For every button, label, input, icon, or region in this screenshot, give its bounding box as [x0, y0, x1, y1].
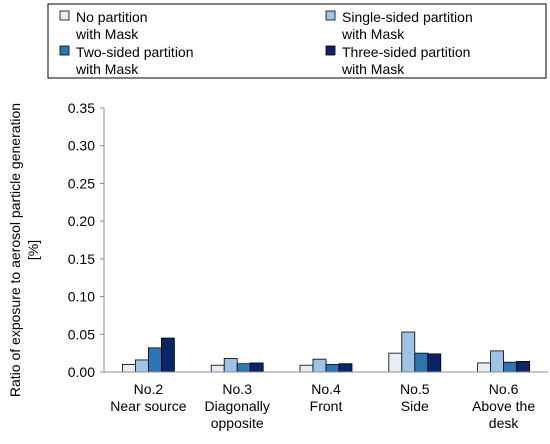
legend-swatch-3 — [59, 45, 70, 56]
bar-series-1-cat-2 — [210, 364, 225, 373]
y-tick-label: 0.10 — [68, 289, 95, 305]
legend-label-2: Single-sided partition with Mask — [341, 9, 473, 42]
y-tick-label: 0.25 — [68, 175, 95, 191]
bar-series-4-cat-1 — [160, 337, 175, 373]
y-axis-label: Ratio of exposure to aerosol particle ge… — [7, 103, 41, 397]
y-tick-label: 0.35 — [68, 100, 95, 116]
legend-label-4: Three-sided partition with Mask — [341, 44, 470, 77]
x-tick-label-5: No.6 Above the desk — [472, 381, 535, 431]
x-tick-label-3: No.4 Front — [310, 381, 343, 414]
y-tick-label: 0.20 — [68, 213, 95, 229]
bar-series-2-cat-5 — [490, 350, 505, 373]
legend-box — [47, 3, 547, 79]
legend-swatch-1 — [59, 10, 70, 21]
bar-series-4-cat-4 — [427, 353, 442, 373]
bar-series-3-cat-1 — [147, 347, 162, 373]
y-tick-label: 0.00 — [68, 364, 95, 380]
bar-series-1-cat-4 — [388, 352, 403, 373]
bar-series-1-cat-5 — [477, 362, 492, 373]
legend-label-1: No partition with Mask — [75, 9, 148, 42]
x-tick-label-4: No.5 Side — [400, 381, 430, 414]
legend-swatch-4 — [325, 45, 336, 56]
bar-series-1-cat-1 — [122, 364, 136, 373]
bar-series-3-cat-2 — [236, 363, 251, 373]
y-tick-label: 0.05 — [68, 326, 95, 342]
y-tick-label: 0.30 — [68, 138, 95, 154]
bar-series-2-cat-3 — [312, 358, 327, 373]
legend: No partition with Mask Single-sided partit… — [47, 3, 547, 79]
y-tick-label: 0.15 — [68, 251, 95, 267]
axes — [103, 108, 548, 373]
bar-series-4-cat-2 — [249, 362, 264, 373]
legend-swatch-2 — [325, 10, 336, 21]
bar-series-3-cat-3 — [325, 364, 340, 373]
x-tick-label-1: No.2 Near source — [110, 381, 186, 414]
x-axis-labels: No.2 Near source No.3 Diagonally opposite No.… — [110, 381, 535, 431]
x-tick-label-2: No.3 Diagonally opposite — [205, 381, 270, 431]
bar-series-2-cat-2 — [223, 358, 238, 373]
y-axis-title: Ratio of exposure to aerosol particle ge… — [7, 103, 41, 397]
bars — [122, 331, 530, 373]
y-axis-ticks: 0.00 0.05 0.10 0.15 0.20 0.25 0.30 0.35 — [68, 100, 104, 380]
bar-series-4-cat-3 — [338, 363, 353, 373]
bar-series-2-cat-1 — [134, 359, 149, 373]
bar-series-4-cat-5 — [516, 361, 530, 373]
bar-series-1-cat-3 — [299, 364, 314, 373]
bar-series-3-cat-4 — [414, 352, 429, 373]
bar-series-3-cat-5 — [503, 361, 518, 373]
bar-series-2-cat-4 — [401, 331, 416, 373]
legend-label-3: Two-sided partition with Mask — [75, 44, 194, 77]
